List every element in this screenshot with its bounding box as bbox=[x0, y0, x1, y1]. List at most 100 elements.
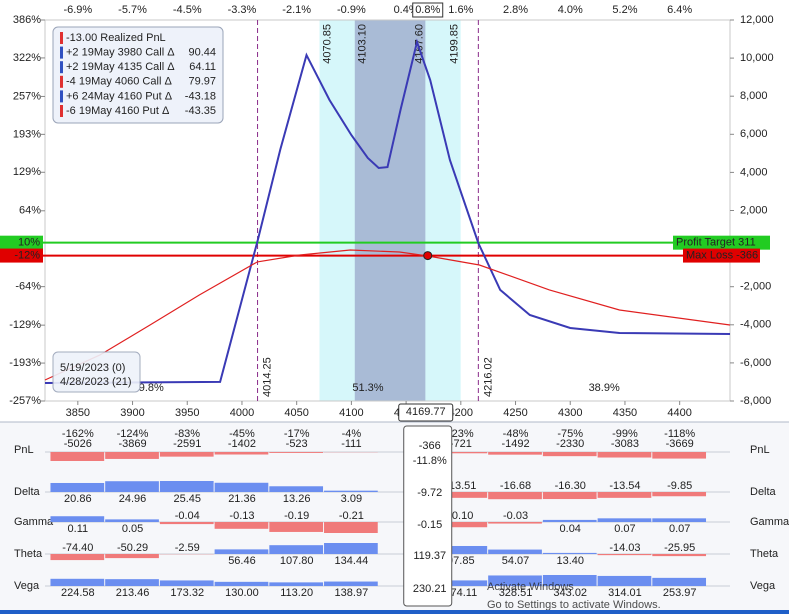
greek-bar bbox=[269, 452, 324, 453]
greek-bar bbox=[269, 522, 324, 532]
greek-bar bbox=[50, 578, 105, 586]
greek-bar bbox=[105, 481, 159, 492]
greek-value: -16.68 bbox=[500, 480, 531, 492]
greek-bar bbox=[542, 519, 597, 522]
greek-value: 20.86 bbox=[64, 493, 92, 505]
greek-value: -74.40 bbox=[62, 542, 93, 554]
greek-bar bbox=[214, 452, 269, 455]
greek-bar bbox=[433, 580, 488, 586]
greek-value: 253.97 bbox=[663, 587, 697, 599]
greek-value: -0.04 bbox=[175, 510, 200, 522]
probability-label: 9.8% bbox=[139, 382, 164, 394]
greek-bar bbox=[214, 522, 269, 529]
row-label: PnL bbox=[14, 444, 34, 456]
cursor-value: 119.37 bbox=[413, 550, 446, 562]
legend-marker bbox=[60, 75, 63, 88]
greek-bar bbox=[652, 577, 707, 586]
greek-value: 0.04 bbox=[560, 523, 581, 535]
greek-bar bbox=[433, 545, 488, 554]
pnl-pct: -17% bbox=[284, 428, 310, 440]
top-tick-label: -2.1% bbox=[282, 4, 311, 16]
greek-bar bbox=[105, 554, 159, 559]
pct-badge-label: 10% bbox=[18, 237, 40, 249]
x-tick-label: 3900 bbox=[120, 407, 144, 419]
row-label-right: Vega bbox=[750, 580, 776, 592]
payoff-line bbox=[44, 249, 731, 381]
top-tick-label: -5.7% bbox=[118, 4, 147, 16]
pnl-value: -3869 bbox=[118, 438, 146, 450]
x-tick-label: 4250 bbox=[503, 407, 527, 419]
greek-bar bbox=[269, 582, 324, 586]
greek-bar bbox=[269, 486, 324, 492]
pnl-pct: -4% bbox=[342, 428, 362, 440]
taskbar-edge bbox=[0, 610, 789, 614]
greek-value: 107.80 bbox=[280, 555, 314, 567]
greek-value: 24.96 bbox=[119, 493, 147, 505]
row-label-right: Delta bbox=[750, 486, 777, 498]
y2-tick-label: 257% bbox=[13, 90, 41, 102]
pnl-value: -2591 bbox=[173, 438, 201, 450]
pnl-value: -5026 bbox=[64, 438, 92, 450]
row-label: Gamma bbox=[14, 516, 54, 528]
greek-value: 314.01 bbox=[608, 587, 642, 599]
watermark-title: Activate Windows bbox=[487, 581, 574, 593]
legend-delta: 79.97 bbox=[188, 76, 216, 88]
pnl-value: -1402 bbox=[228, 438, 256, 450]
greek-value: 113.20 bbox=[280, 587, 313, 599]
y2-tick-label: 322% bbox=[13, 52, 41, 64]
x-tick-label: 4100 bbox=[339, 407, 363, 419]
region-label: 4167.60 bbox=[413, 24, 425, 64]
greek-bar bbox=[214, 581, 269, 586]
greek-value: 56.46 bbox=[228, 555, 256, 567]
top-tick-label: -4.5% bbox=[173, 4, 202, 16]
pnl-value: -721 bbox=[450, 438, 472, 450]
x-tick-label: 4300 bbox=[558, 407, 582, 419]
greek-bar bbox=[105, 519, 159, 522]
payoff-line bbox=[44, 38, 731, 384]
cursor-value: -9.72 bbox=[417, 487, 442, 499]
row-label-right: Gamma bbox=[750, 516, 789, 528]
greek-bar bbox=[50, 554, 105, 561]
y2-tick-label: 129% bbox=[13, 166, 41, 178]
pnl-pct: -124% bbox=[117, 428, 149, 440]
greek-value: -16.30 bbox=[555, 480, 586, 492]
greek-bar bbox=[488, 452, 542, 455]
greek-bar bbox=[324, 543, 378, 554]
greek-bar bbox=[597, 518, 652, 522]
pnl-value: -3669 bbox=[666, 438, 694, 450]
y2-tick-label: 64% bbox=[19, 205, 41, 217]
cursor-price: 4169.77 bbox=[406, 406, 446, 418]
y-tick-label: 10,000 bbox=[740, 52, 774, 64]
pct-badge bbox=[0, 248, 43, 263]
top-tick-label: 2.8% bbox=[503, 4, 528, 16]
greek-value: 13.26 bbox=[283, 493, 311, 505]
top-tick-label: 4.0% bbox=[558, 4, 583, 16]
row-label-right: Theta bbox=[750, 548, 779, 560]
greek-bar bbox=[488, 492, 542, 500]
pnl-value: -3083 bbox=[611, 438, 639, 450]
top-tick-label: 5.2% bbox=[612, 4, 637, 16]
greek-value: 3.09 bbox=[341, 493, 362, 505]
line-badge bbox=[683, 248, 760, 263]
greek-bar bbox=[159, 522, 214, 525]
legend-delta: 64.11 bbox=[189, 61, 216, 73]
y-tick-label: 12,000 bbox=[740, 14, 774, 26]
probability-label: 38.9% bbox=[589, 382, 620, 394]
legend-text: -4 19May 4060 Call Δ bbox=[66, 76, 172, 88]
x-tick-label: 4350 bbox=[613, 407, 637, 419]
greek-bar bbox=[652, 492, 707, 497]
legend-marker bbox=[60, 32, 63, 44]
pnl-pct: -162% bbox=[62, 428, 94, 440]
row-label-right: PnL bbox=[750, 444, 770, 456]
y2-tick-label: -257% bbox=[9, 395, 41, 407]
greek-value: -14.03 bbox=[609, 542, 640, 554]
legend-text: +6 24May 4160 Put Δ bbox=[66, 90, 173, 102]
pnl-value: -523 bbox=[286, 438, 308, 450]
greek-value: 0.07 bbox=[669, 523, 690, 535]
pct-badge-label: -12% bbox=[14, 249, 40, 261]
greek-bar bbox=[652, 518, 707, 522]
greek-value: 174.11 bbox=[444, 587, 477, 599]
greek-bar bbox=[50, 482, 105, 492]
probability-label: 51.3% bbox=[352, 382, 383, 394]
greek-bar bbox=[214, 549, 269, 554]
